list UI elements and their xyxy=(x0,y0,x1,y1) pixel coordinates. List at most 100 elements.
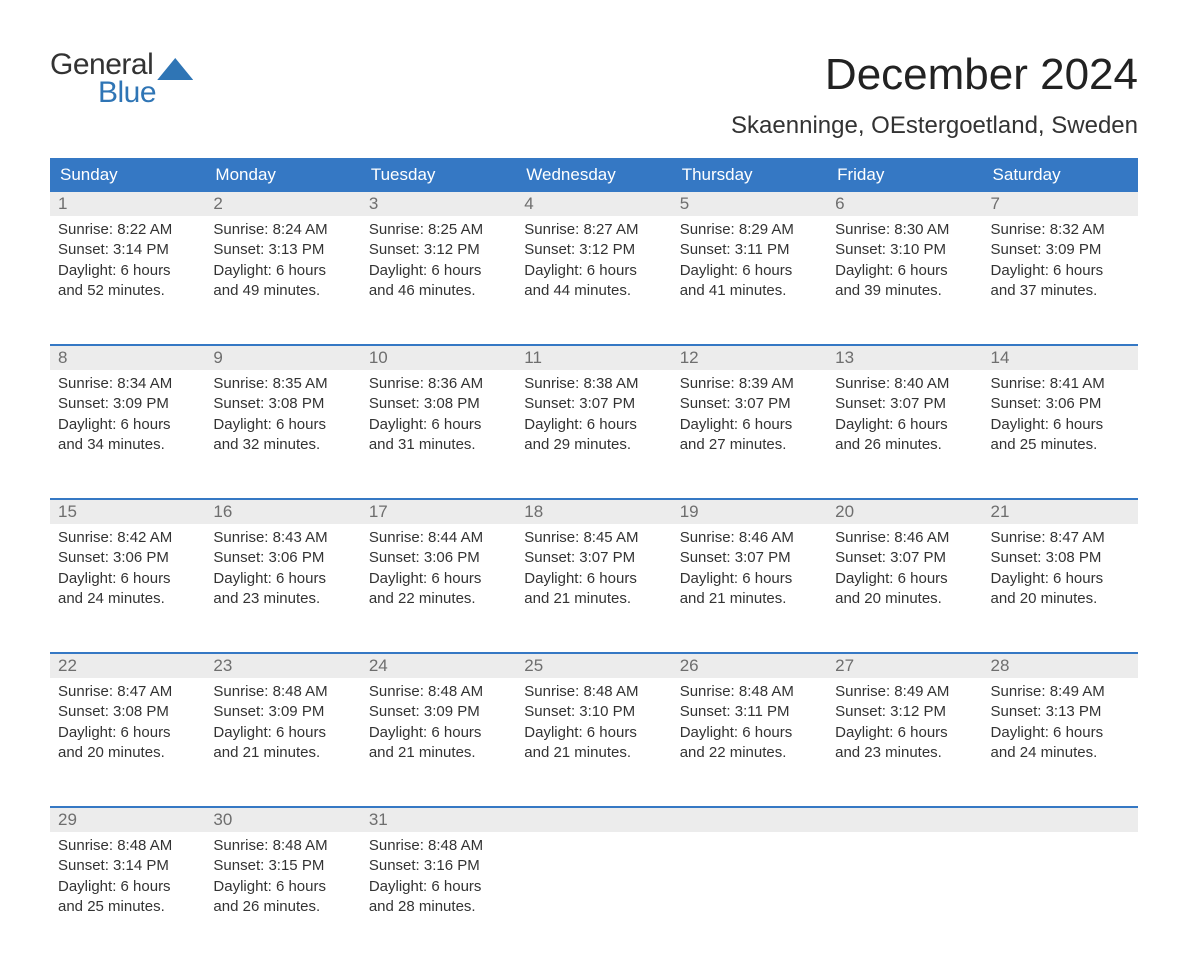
sunrise-text: Sunrise: 8:22 AM xyxy=(58,220,197,240)
sunset-text: Sunset: 3:10 PM xyxy=(835,240,974,260)
d1-text: Daylight: 6 hours xyxy=(58,877,197,897)
calendar-cell: Sunrise: 8:34 AMSunset: 3:09 PMDaylight:… xyxy=(50,370,205,498)
cell-body: Sunrise: 8:48 AMSunset: 3:10 PMDaylight:… xyxy=(516,678,671,773)
d2-text: and 21 minutes. xyxy=(680,589,819,609)
cell-body: Sunrise: 8:43 AMSunset: 3:06 PMDaylight:… xyxy=(205,524,360,619)
sunset-text: Sunset: 3:13 PM xyxy=(991,702,1130,722)
d1-text: Daylight: 6 hours xyxy=(835,261,974,281)
d2-text: and 29 minutes. xyxy=(524,435,663,455)
sunset-text: Sunset: 3:06 PM xyxy=(213,548,352,568)
d2-text: and 26 minutes. xyxy=(213,897,352,917)
sunset-text: Sunset: 3:06 PM xyxy=(991,394,1130,414)
cell-body: Sunrise: 8:49 AMSunset: 3:12 PMDaylight:… xyxy=(827,678,982,773)
calendar-cell: Sunrise: 8:36 AMSunset: 3:08 PMDaylight:… xyxy=(361,370,516,498)
title-block: December 2024 Skaenninge, OEstergoetland… xyxy=(731,50,1138,140)
day-number: 18 xyxy=(516,500,671,524)
cell-body: Sunrise: 8:48 AMSunset: 3:11 PMDaylight:… xyxy=(672,678,827,773)
d2-text: and 27 minutes. xyxy=(680,435,819,455)
d2-text: and 37 minutes. xyxy=(991,281,1130,301)
day-number: 30 xyxy=(205,808,360,832)
d1-text: Daylight: 6 hours xyxy=(680,569,819,589)
calendar-cell xyxy=(983,832,1138,960)
day-number: 31 xyxy=(361,808,516,832)
day-number xyxy=(983,808,1138,832)
calendar-cell xyxy=(516,832,671,960)
sunset-text: Sunset: 3:12 PM xyxy=(835,702,974,722)
sunrise-text: Sunrise: 8:29 AM xyxy=(680,220,819,240)
d1-text: Daylight: 6 hours xyxy=(213,569,352,589)
d1-text: Daylight: 6 hours xyxy=(991,415,1130,435)
day-number-row: 891011121314 xyxy=(50,344,1138,370)
sunset-text: Sunset: 3:07 PM xyxy=(524,394,663,414)
d1-text: Daylight: 6 hours xyxy=(835,723,974,743)
d1-text: Daylight: 6 hours xyxy=(991,723,1130,743)
day-number-row: 293031 xyxy=(50,806,1138,832)
day-number: 7 xyxy=(983,192,1138,216)
d1-text: Daylight: 6 hours xyxy=(835,415,974,435)
d2-text: and 28 minutes. xyxy=(369,897,508,917)
calendar-cell: Sunrise: 8:48 AMSunset: 3:14 PMDaylight:… xyxy=(50,832,205,960)
day-number: 28 xyxy=(983,654,1138,678)
sunset-text: Sunset: 3:08 PM xyxy=(213,394,352,414)
logo-flag-icon xyxy=(157,58,193,80)
calendar-cell: Sunrise: 8:30 AMSunset: 3:10 PMDaylight:… xyxy=(827,216,982,344)
sunrise-text: Sunrise: 8:41 AM xyxy=(991,374,1130,394)
calendar-cell: Sunrise: 8:41 AMSunset: 3:06 PMDaylight:… xyxy=(983,370,1138,498)
d2-text: and 25 minutes. xyxy=(991,435,1130,455)
day-number-row: 15161718192021 xyxy=(50,498,1138,524)
calendar-cell: Sunrise: 8:25 AMSunset: 3:12 PMDaylight:… xyxy=(361,216,516,344)
calendar-cell: Sunrise: 8:45 AMSunset: 3:07 PMDaylight:… xyxy=(516,524,671,652)
sunset-text: Sunset: 3:08 PM xyxy=(58,702,197,722)
sunset-text: Sunset: 3:11 PM xyxy=(680,702,819,722)
calendar-cell: Sunrise: 8:40 AMSunset: 3:07 PMDaylight:… xyxy=(827,370,982,498)
cell-body: Sunrise: 8:44 AMSunset: 3:06 PMDaylight:… xyxy=(361,524,516,619)
calendar-cell: Sunrise: 8:32 AMSunset: 3:09 PMDaylight:… xyxy=(983,216,1138,344)
d2-text: and 21 minutes. xyxy=(524,743,663,763)
d2-text: and 52 minutes. xyxy=(58,281,197,301)
d2-text: and 34 minutes. xyxy=(58,435,197,455)
sunset-text: Sunset: 3:08 PM xyxy=(369,394,508,414)
cell-body: Sunrise: 8:48 AMSunset: 3:14 PMDaylight:… xyxy=(50,832,205,927)
sunrise-text: Sunrise: 8:30 AM xyxy=(835,220,974,240)
sunset-text: Sunset: 3:08 PM xyxy=(991,548,1130,568)
sunset-text: Sunset: 3:07 PM xyxy=(835,394,974,414)
calendar-cell: Sunrise: 8:46 AMSunset: 3:07 PMDaylight:… xyxy=(672,524,827,652)
d1-text: Daylight: 6 hours xyxy=(58,569,197,589)
calendar-cell: Sunrise: 8:44 AMSunset: 3:06 PMDaylight:… xyxy=(361,524,516,652)
d1-text: Daylight: 6 hours xyxy=(213,415,352,435)
logo-text-bottom: Blue xyxy=(98,78,193,108)
d1-text: Daylight: 6 hours xyxy=(680,261,819,281)
day-number: 15 xyxy=(50,500,205,524)
sunrise-text: Sunrise: 8:34 AM xyxy=(58,374,197,394)
sunrise-text: Sunrise: 8:42 AM xyxy=(58,528,197,548)
week-row: Sunrise: 8:47 AMSunset: 3:08 PMDaylight:… xyxy=(50,678,1138,806)
d2-text: and 24 minutes. xyxy=(991,743,1130,763)
sunrise-text: Sunrise: 8:39 AM xyxy=(680,374,819,394)
sunrise-text: Sunrise: 8:48 AM xyxy=(58,836,197,856)
cell-body: Sunrise: 8:48 AMSunset: 3:16 PMDaylight:… xyxy=(361,832,516,927)
day-header: Monday xyxy=(205,158,360,192)
sunrise-text: Sunrise: 8:48 AM xyxy=(524,682,663,702)
d1-text: Daylight: 6 hours xyxy=(524,569,663,589)
sunrise-text: Sunrise: 8:24 AM xyxy=(213,220,352,240)
d1-text: Daylight: 6 hours xyxy=(213,877,352,897)
d2-text: and 20 minutes. xyxy=(991,589,1130,609)
calendar-cell: Sunrise: 8:48 AMSunset: 3:09 PMDaylight:… xyxy=(361,678,516,806)
calendar-cell: Sunrise: 8:49 AMSunset: 3:12 PMDaylight:… xyxy=(827,678,982,806)
calendar-cell: Sunrise: 8:24 AMSunset: 3:13 PMDaylight:… xyxy=(205,216,360,344)
day-number: 8 xyxy=(50,346,205,370)
sunset-text: Sunset: 3:06 PM xyxy=(58,548,197,568)
day-header: Tuesday xyxy=(361,158,516,192)
day-number: 27 xyxy=(827,654,982,678)
sunset-text: Sunset: 3:15 PM xyxy=(213,856,352,876)
sunset-text: Sunset: 3:07 PM xyxy=(835,548,974,568)
day-number: 23 xyxy=(205,654,360,678)
d2-text: and 20 minutes. xyxy=(58,743,197,763)
day-number xyxy=(827,808,982,832)
d2-text: and 23 minutes. xyxy=(213,589,352,609)
sunset-text: Sunset: 3:07 PM xyxy=(524,548,663,568)
cell-body: Sunrise: 8:30 AMSunset: 3:10 PMDaylight:… xyxy=(827,216,982,311)
day-number: 29 xyxy=(50,808,205,832)
calendar-cell: Sunrise: 8:48 AMSunset: 3:11 PMDaylight:… xyxy=(672,678,827,806)
cell-body: Sunrise: 8:41 AMSunset: 3:06 PMDaylight:… xyxy=(983,370,1138,465)
